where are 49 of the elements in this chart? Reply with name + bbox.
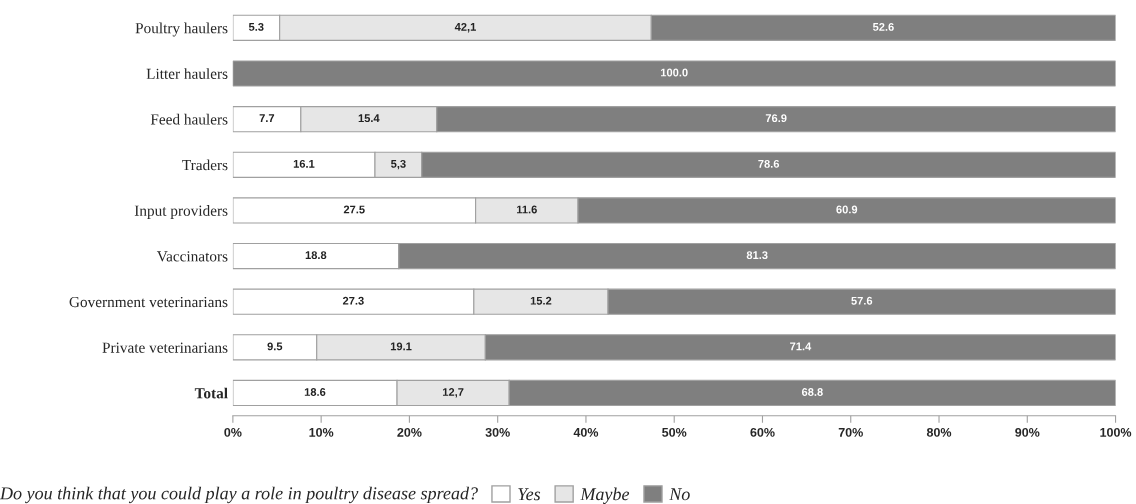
x-tick-label: 60% — [750, 427, 775, 437]
legend-label: No — [669, 488, 690, 501]
y-tick-label: Total — [194, 387, 228, 399]
data-label: 27.3 — [342, 296, 364, 305]
legend-label: Maybe — [580, 487, 630, 504]
data-label: 81.3 — [746, 251, 768, 260]
y-tick-label: Government veterinarians — [69, 296, 228, 308]
x-tick-label: 40% — [573, 427, 599, 437]
data-label: 15.4 — [358, 114, 380, 123]
y-tick-label: Vaccinators — [156, 251, 228, 262]
data-label: 71.4 — [790, 342, 812, 351]
data-label: 7.7 — [259, 114, 275, 123]
y-tick-label: Traders — [182, 159, 228, 171]
data-label: 5,3 — [391, 159, 406, 170]
x-tick-label: 70% — [838, 427, 863, 437]
y-tick-label: Feed haulers — [150, 113, 228, 125]
y-tick-label: Private veterinarians — [102, 342, 228, 353]
x-tick-label: 30% — [485, 427, 510, 437]
x-tick-label: 0% — [224, 427, 242, 437]
data-label: 100.0 — [661, 68, 688, 77]
data-label: 18.6 — [304, 388, 326, 396]
data-label: 78.6 — [758, 159, 780, 168]
data-label: 16.1 — [293, 159, 315, 168]
x-tick-label: 90% — [1015, 427, 1040, 437]
data-label: 52.6 — [872, 22, 894, 31]
x-tick-label: 10% — [309, 427, 334, 437]
x-tick-label: 100% — [1100, 427, 1132, 437]
x-tick-label: 80% — [926, 427, 952, 437]
y-tick-label: Litter haulers — [146, 68, 228, 79]
legend-label: Yes — [518, 488, 541, 501]
y-tick-label: Poultry haulers — [135, 22, 228, 37]
data-label: 11.6 — [517, 205, 537, 214]
data-label: 18.8 — [305, 251, 327, 260]
data-label: 27.5 — [343, 205, 365, 214]
bar — [232, 60, 1116, 87]
data-label: 5.3 — [248, 22, 264, 31]
data-label: 60.9 — [836, 205, 858, 214]
data-label: 15.2 — [530, 296, 552, 305]
y-tick-label: Input providers — [134, 205, 228, 219]
data-label: 68.8 — [801, 388, 823, 396]
legend-title: Do you think that you could play a role in poultry disease spread? — [0, 486, 478, 504]
data-label: 12,7 — [442, 388, 464, 398]
x-tick-label: 20% — [397, 427, 422, 437]
data-label: 9.5 — [267, 342, 283, 351]
data-label: 76.9 — [765, 114, 787, 123]
data-label: 42,1 — [454, 22, 476, 33]
data-label: 19.1 — [390, 342, 412, 351]
x-tick-label: 50% — [662, 427, 687, 437]
data-label: 57.6 — [851, 296, 873, 305]
